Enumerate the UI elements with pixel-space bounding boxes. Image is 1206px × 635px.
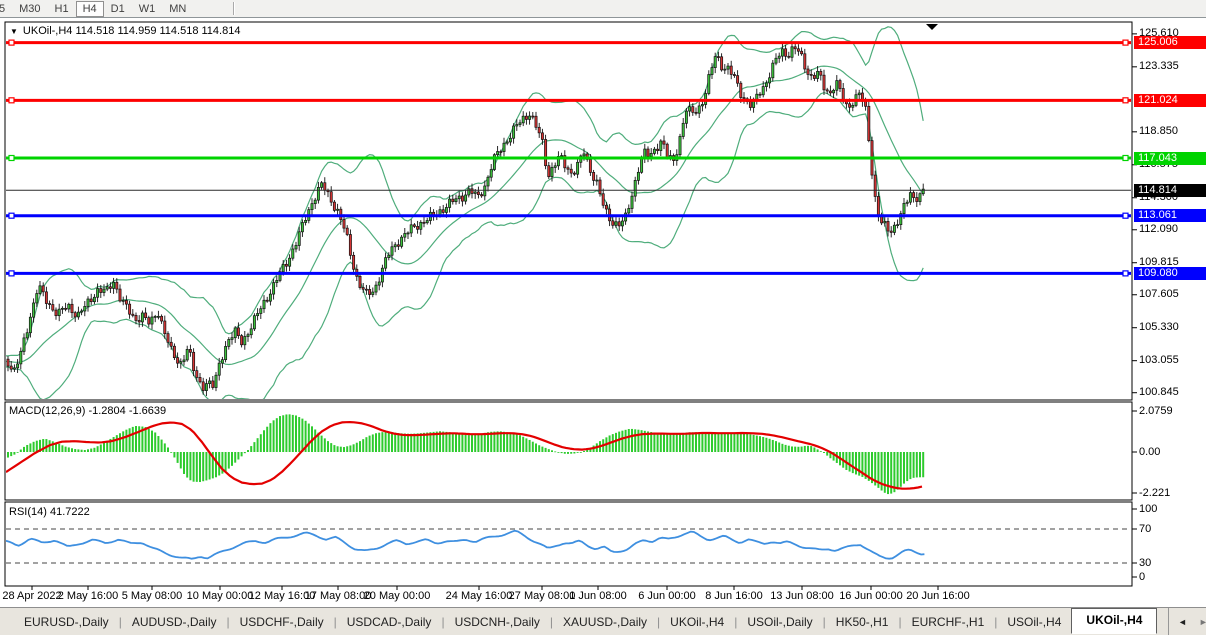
time-axis-label: 10 May 00:00	[186, 590, 254, 602]
price-axis-tick: 112.090	[1139, 223, 1178, 236]
rsi-label: RSI(14) 41.7222	[9, 506, 90, 518]
time-axis-label: 17 May 08:00	[304, 590, 372, 602]
chart-shift-marker-icon[interactable]	[926, 24, 938, 30]
horizontal-lines[interactable]	[6, 39, 1131, 277]
timeframe-button-5[interactable]: 5	[0, 2, 6, 15]
price-axis-tick: 107.605	[1139, 288, 1179, 301]
time-axis-label: 13 Jun 08:00	[770, 590, 834, 602]
chart-tab-bar: EURUSD-,Daily | AUDUSD-,Daily | USDCHF-,Dail…	[0, 607, 1206, 635]
price-level-badge: 125.006	[1134, 36, 1206, 50]
macd-axis-tick: 0.00	[1139, 445, 1161, 458]
chart-tab-xauusd-daily[interactable]: XAUUSD-,Daily	[563, 614, 648, 629]
chart-tab-usdcad-daily[interactable]: USDCAD-,Daily	[346, 614, 432, 629]
timeframe-button-H1[interactable]: H1	[54, 2, 69, 15]
tab-separator: |	[549, 614, 554, 629]
chart-tab-usdcnh-daily[interactable]: USDCNH-,Daily	[454, 614, 540, 629]
bollinger-bands	[6, 26, 924, 399]
macd-axis-tick: 2.0759	[1139, 404, 1173, 417]
tab-separator: |	[994, 614, 998, 629]
tab-separator: |	[734, 614, 738, 629]
rsi-indicator	[6, 528, 1131, 564]
toolbar-separator	[233, 2, 236, 15]
chart-tab-usoil-h4[interactable]: USOil-,H4	[1007, 614, 1062, 629]
time-axis-label: 8 Jun 16:00	[705, 590, 763, 602]
chart-tab-usdchf-daily[interactable]: USDCHF-,Daily	[239, 614, 324, 629]
timeframe-button-D1[interactable]: D1	[110, 2, 125, 15]
tab-separator: |	[898, 614, 902, 629]
macd-axis-tick: -2.221	[1139, 486, 1171, 499]
rsi-axis-tick: 30	[1139, 556, 1152, 569]
price-axis-tick: 118.850	[1139, 125, 1178, 138]
price-level-badge: 109.080	[1134, 266, 1206, 280]
rsi-axis-tick: 70	[1139, 522, 1152, 535]
price-axis-tick: 100.845	[1139, 386, 1179, 399]
tab-separator: |	[441, 614, 445, 629]
rsi-axis-tick: 0	[1139, 570, 1146, 583]
time-axis-label: 20 Jun 16:00	[906, 590, 970, 602]
current-price-badge: 114.814	[1134, 183, 1206, 197]
timeframe-button-H4[interactable]: H4	[75, 0, 104, 17]
tab-scroll-right-icon[interactable]: ►	[1198, 616, 1206, 627]
time-axis-label: 24 May 16:00	[445, 590, 513, 602]
timeframe-toolbar: 5 M30 H1 H4 D1 W1 MN	[0, 0, 1206, 18]
candles-layer	[6, 42, 925, 397]
chart-ohlc-title: ▼ UKOil-,H4 114.518 114.959 114.518 114.…	[10, 25, 240, 37]
tab-separator: |	[118, 614, 122, 629]
price-axis-tick: 105.330	[1139, 321, 1179, 334]
tab-separator: |	[226, 614, 230, 629]
chart-tab-audusd-daily[interactable]: AUDUSD-,Daily	[131, 614, 217, 629]
timeframe-button-MN[interactable]: MN	[169, 2, 187, 15]
chart-tab-usoil-daily[interactable]: USOil-,Daily	[747, 614, 813, 629]
chart-tab-ukoil-h4[interactable]: UKOil-,H4	[670, 614, 725, 629]
macd-label: MACD(12,26,9) -1.2804 -1.6639	[9, 405, 167, 417]
time-axis-label: 5 May 08:00	[121, 590, 183, 602]
chart-title-text: UKOil-,H4 114.518 114.959 114.518 114.81…	[22, 25, 241, 37]
tab-separator: |	[657, 614, 661, 629]
time-axis-label: 2 May 16:00	[57, 590, 119, 602]
timeframe-button-W1[interactable]: W1	[138, 2, 156, 15]
time-axis-label: 27 May 08:00	[508, 590, 576, 602]
tab-scroll-left-icon[interactable]: ◄	[1178, 616, 1187, 627]
tab-separator: |	[822, 614, 826, 629]
chart-dropdown-icon[interactable]: ▼	[10, 26, 18, 36]
price-axis-tick: 109.815	[1139, 256, 1179, 269]
tab-separator: |	[333, 614, 337, 629]
chart-tab-hk50-h1[interactable]: HK50-,H1	[835, 614, 889, 629]
chart-tab-eurusd-daily[interactable]: EURUSD-,Daily	[24, 614, 109, 629]
price-axis-tick: 123.335	[1139, 60, 1179, 73]
timeframe-button-M30[interactable]: M30	[19, 2, 41, 15]
price-axis-tick: 103.055	[1139, 354, 1179, 367]
axis-ticks	[31, 33, 1137, 590]
panel-borders	[4, 21, 1133, 587]
price-level-badge: 117.043	[1134, 151, 1206, 165]
price-level-badge: 121.024	[1134, 93, 1206, 107]
time-axis-label: 16 Jun 00:00	[839, 590, 903, 602]
price-level-badge: 113.061	[1134, 209, 1206, 223]
time-axis-label: 1 Jun 08:00	[569, 590, 627, 602]
rsi-axis-tick: 100	[1139, 502, 1158, 515]
tab-scroll-buttons: ◄ ►	[1168, 608, 1206, 635]
time-axis-label: 20 May 00:00	[363, 590, 431, 602]
time-axis-label: 12 May 16:00	[248, 590, 316, 602]
macd-indicator	[6, 414, 925, 495]
time-axis-label: 6 Jun 00:00	[638, 590, 696, 602]
chart-tab-ukoil-h4[interactable]: UKOil-,H4	[1071, 607, 1158, 634]
time-axis-label: 28 Apr 2022	[2, 590, 62, 602]
chart-tab-eurchf-h1[interactable]: EURCHF-,H1	[911, 614, 985, 629]
